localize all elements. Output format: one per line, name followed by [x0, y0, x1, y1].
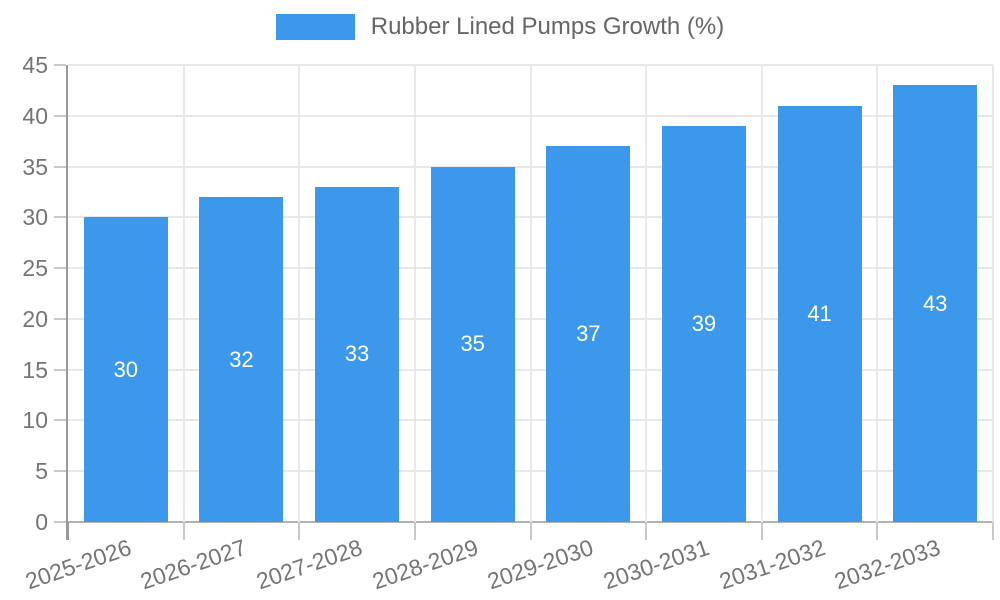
bar-2029-2030[interactable]: [546, 146, 631, 522]
v-gridline: [413, 65, 416, 522]
x-tick-label: 2029-2030: [484, 534, 597, 595]
y-tick-mark: [54, 419, 66, 422]
v-gridline: [992, 65, 994, 522]
x-tick-mark: [67, 522, 69, 540]
v-gridline: [529, 65, 532, 522]
y-tick-label: 10: [22, 407, 48, 434]
y-tick-label: 0: [35, 509, 48, 535]
y-tick-mark: [54, 317, 66, 320]
bar-2032-2033[interactable]: [893, 85, 978, 522]
y-tick-label: 15: [22, 356, 48, 383]
bar-2025-2026[interactable]: [83, 217, 168, 522]
x-tick-label: 2026-2027: [137, 534, 250, 595]
x-tick-mark: [298, 522, 301, 540]
legend-label: Rubber Lined Pumps Growth (%): [370, 13, 725, 40]
y-tick-mark: [54, 368, 66, 371]
y-tick-label: 40: [22, 102, 48, 129]
y-tick-mark: [54, 64, 66, 66]
x-tick-label: 2030-2031: [599, 534, 713, 595]
x-tick-mark: [645, 522, 648, 540]
v-gridline: [760, 65, 763, 522]
bar-2031-2032[interactable]: [777, 105, 862, 522]
y-tick-label: 20: [22, 305, 48, 332]
y-tick-mark: [54, 470, 66, 473]
plot-area: 0 5 10 15 20 25 30 35 40 45 30 2025-2026 32 2026-2027…: [22, 53, 994, 594]
v-gridline: [298, 65, 301, 522]
v-gridline: [645, 65, 648, 522]
x-tick-mark: [529, 522, 532, 540]
y-tick-label: 5: [35, 458, 48, 485]
x-tick-mark: [992, 522, 994, 540]
bar-2026-2027[interactable]: [199, 197, 284, 522]
y-tick-mark: [54, 521, 66, 523]
x-tick-mark: [876, 522, 879, 540]
x-tick-label: 2025-2026: [21, 534, 135, 595]
legend[interactable]: Rubber Lined Pumps Growth (%): [0, 14, 1000, 40]
y-tick-label: 45: [22, 52, 48, 78]
y-tick-label: 35: [22, 153, 48, 180]
v-gridline: [182, 65, 185, 522]
x-tick-mark: [760, 522, 763, 540]
bar-2027-2028[interactable]: [315, 186, 400, 522]
x-tick-label: 2028-2029: [368, 534, 482, 595]
y-tick-mark: [54, 267, 66, 270]
y-tick-mark: [54, 114, 66, 117]
y-tick-label: 30: [22, 204, 48, 231]
legend-swatch: [275, 14, 355, 40]
bar-2030-2031[interactable]: [661, 125, 746, 522]
v-gridline: [876, 65, 879, 522]
y-axis-line: [66, 65, 68, 540]
x-tick-label: 2032-2033: [831, 534, 944, 595]
x-tick-label: 2031-2032: [715, 534, 829, 595]
bar-2028-2029[interactable]: [430, 166, 515, 522]
x-tick-label: 2027-2028: [253, 534, 366, 595]
x-tick-mark: [182, 522, 185, 540]
h-gridline: [68, 64, 993, 66]
y-tick-mark: [54, 165, 66, 168]
y-tick-mark: [54, 216, 66, 219]
y-tick-label: 25: [22, 255, 48, 282]
x-tick-mark: [413, 522, 416, 540]
